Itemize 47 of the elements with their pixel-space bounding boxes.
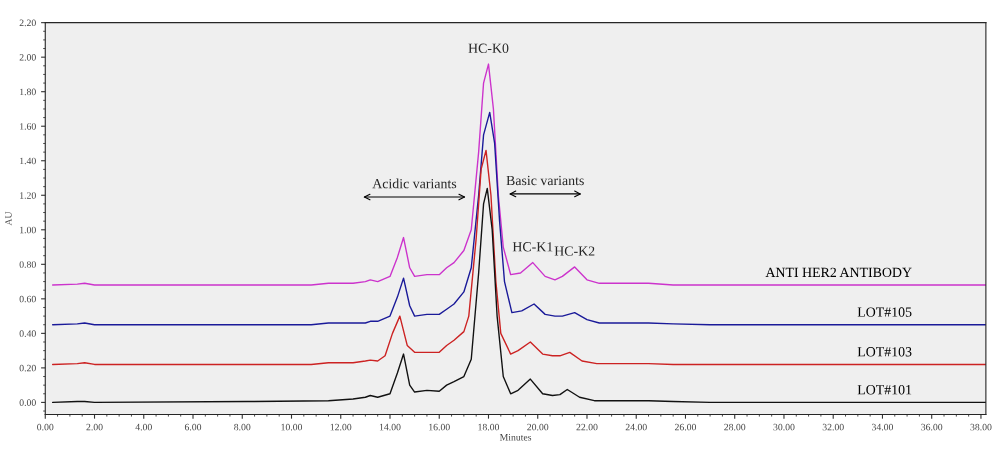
y-tick-label: 0.80 [19,261,36,268]
series-label: ANTI HER2 ANTIBODY [765,267,912,278]
annotation: HC-K2 [554,246,595,256]
x-tick-label: 18.00 [478,423,500,431]
y-tick-label: 1.40 [20,157,36,165]
series-label: LOT#103 [857,347,912,357]
x-tick-label: 24.00 [625,423,647,431]
y-tick-label: 1.60 [20,123,36,130]
line-series [51,63,986,286]
line-series [51,187,986,404]
x-tick-label: 16.00 [429,423,450,431]
annotation: Acidic variants [372,178,457,189]
x-tick-label: 10.00 [281,423,303,431]
x-tick-label: 20.00 [527,423,549,431]
y-axis-title: AU [5,211,12,226]
x-tick-label: 28.00 [724,423,746,431]
annotation: Basic variants [506,175,584,186]
y-tick-label: 0.40 [19,330,36,337]
x-tick-label: 38.00 [970,423,992,431]
y-tick-label: 0.20 [19,364,36,372]
x-tick-label: 26.00 [674,423,697,431]
x-tick-label: 22.00 [576,423,598,431]
annotation: HC-K0 [468,43,509,53]
y-tick-label: 1.80 [20,88,36,96]
x-tick-label: 8.00 [234,423,251,431]
line-series [51,111,986,326]
line-series [51,149,986,366]
series-label: LOT#105 [857,307,912,317]
x-tick-label: 34.00 [871,423,894,431]
y-tick-label: 0.60 [19,295,36,303]
x-tick-label: 32.00 [822,423,844,431]
x-tick-label: 2.00 [86,423,103,431]
y-tick-label: 2.20 [19,19,36,27]
annotation: HC-K1 [512,242,553,252]
y-tick-label: 1.20 [20,192,36,199]
y-tick-label: 2.00 [19,54,36,61]
x-tick-label: 4.00 [135,423,152,431]
x-tick-label: 0.00 [37,423,54,431]
y-tick-label: 1.00 [20,226,36,234]
x-tick-label: 30.00 [773,423,795,431]
y-tick-label: 0.00 [19,399,36,406]
x-tick-label: 6.00 [184,423,202,431]
series-label: LOT#101 [857,385,912,395]
x-tick-label: 36.00 [921,423,943,431]
x-tick-label: 14.00 [379,423,401,431]
x-axis-title: Minutes [499,434,532,441]
x-tick-label: 12.00 [330,423,352,431]
